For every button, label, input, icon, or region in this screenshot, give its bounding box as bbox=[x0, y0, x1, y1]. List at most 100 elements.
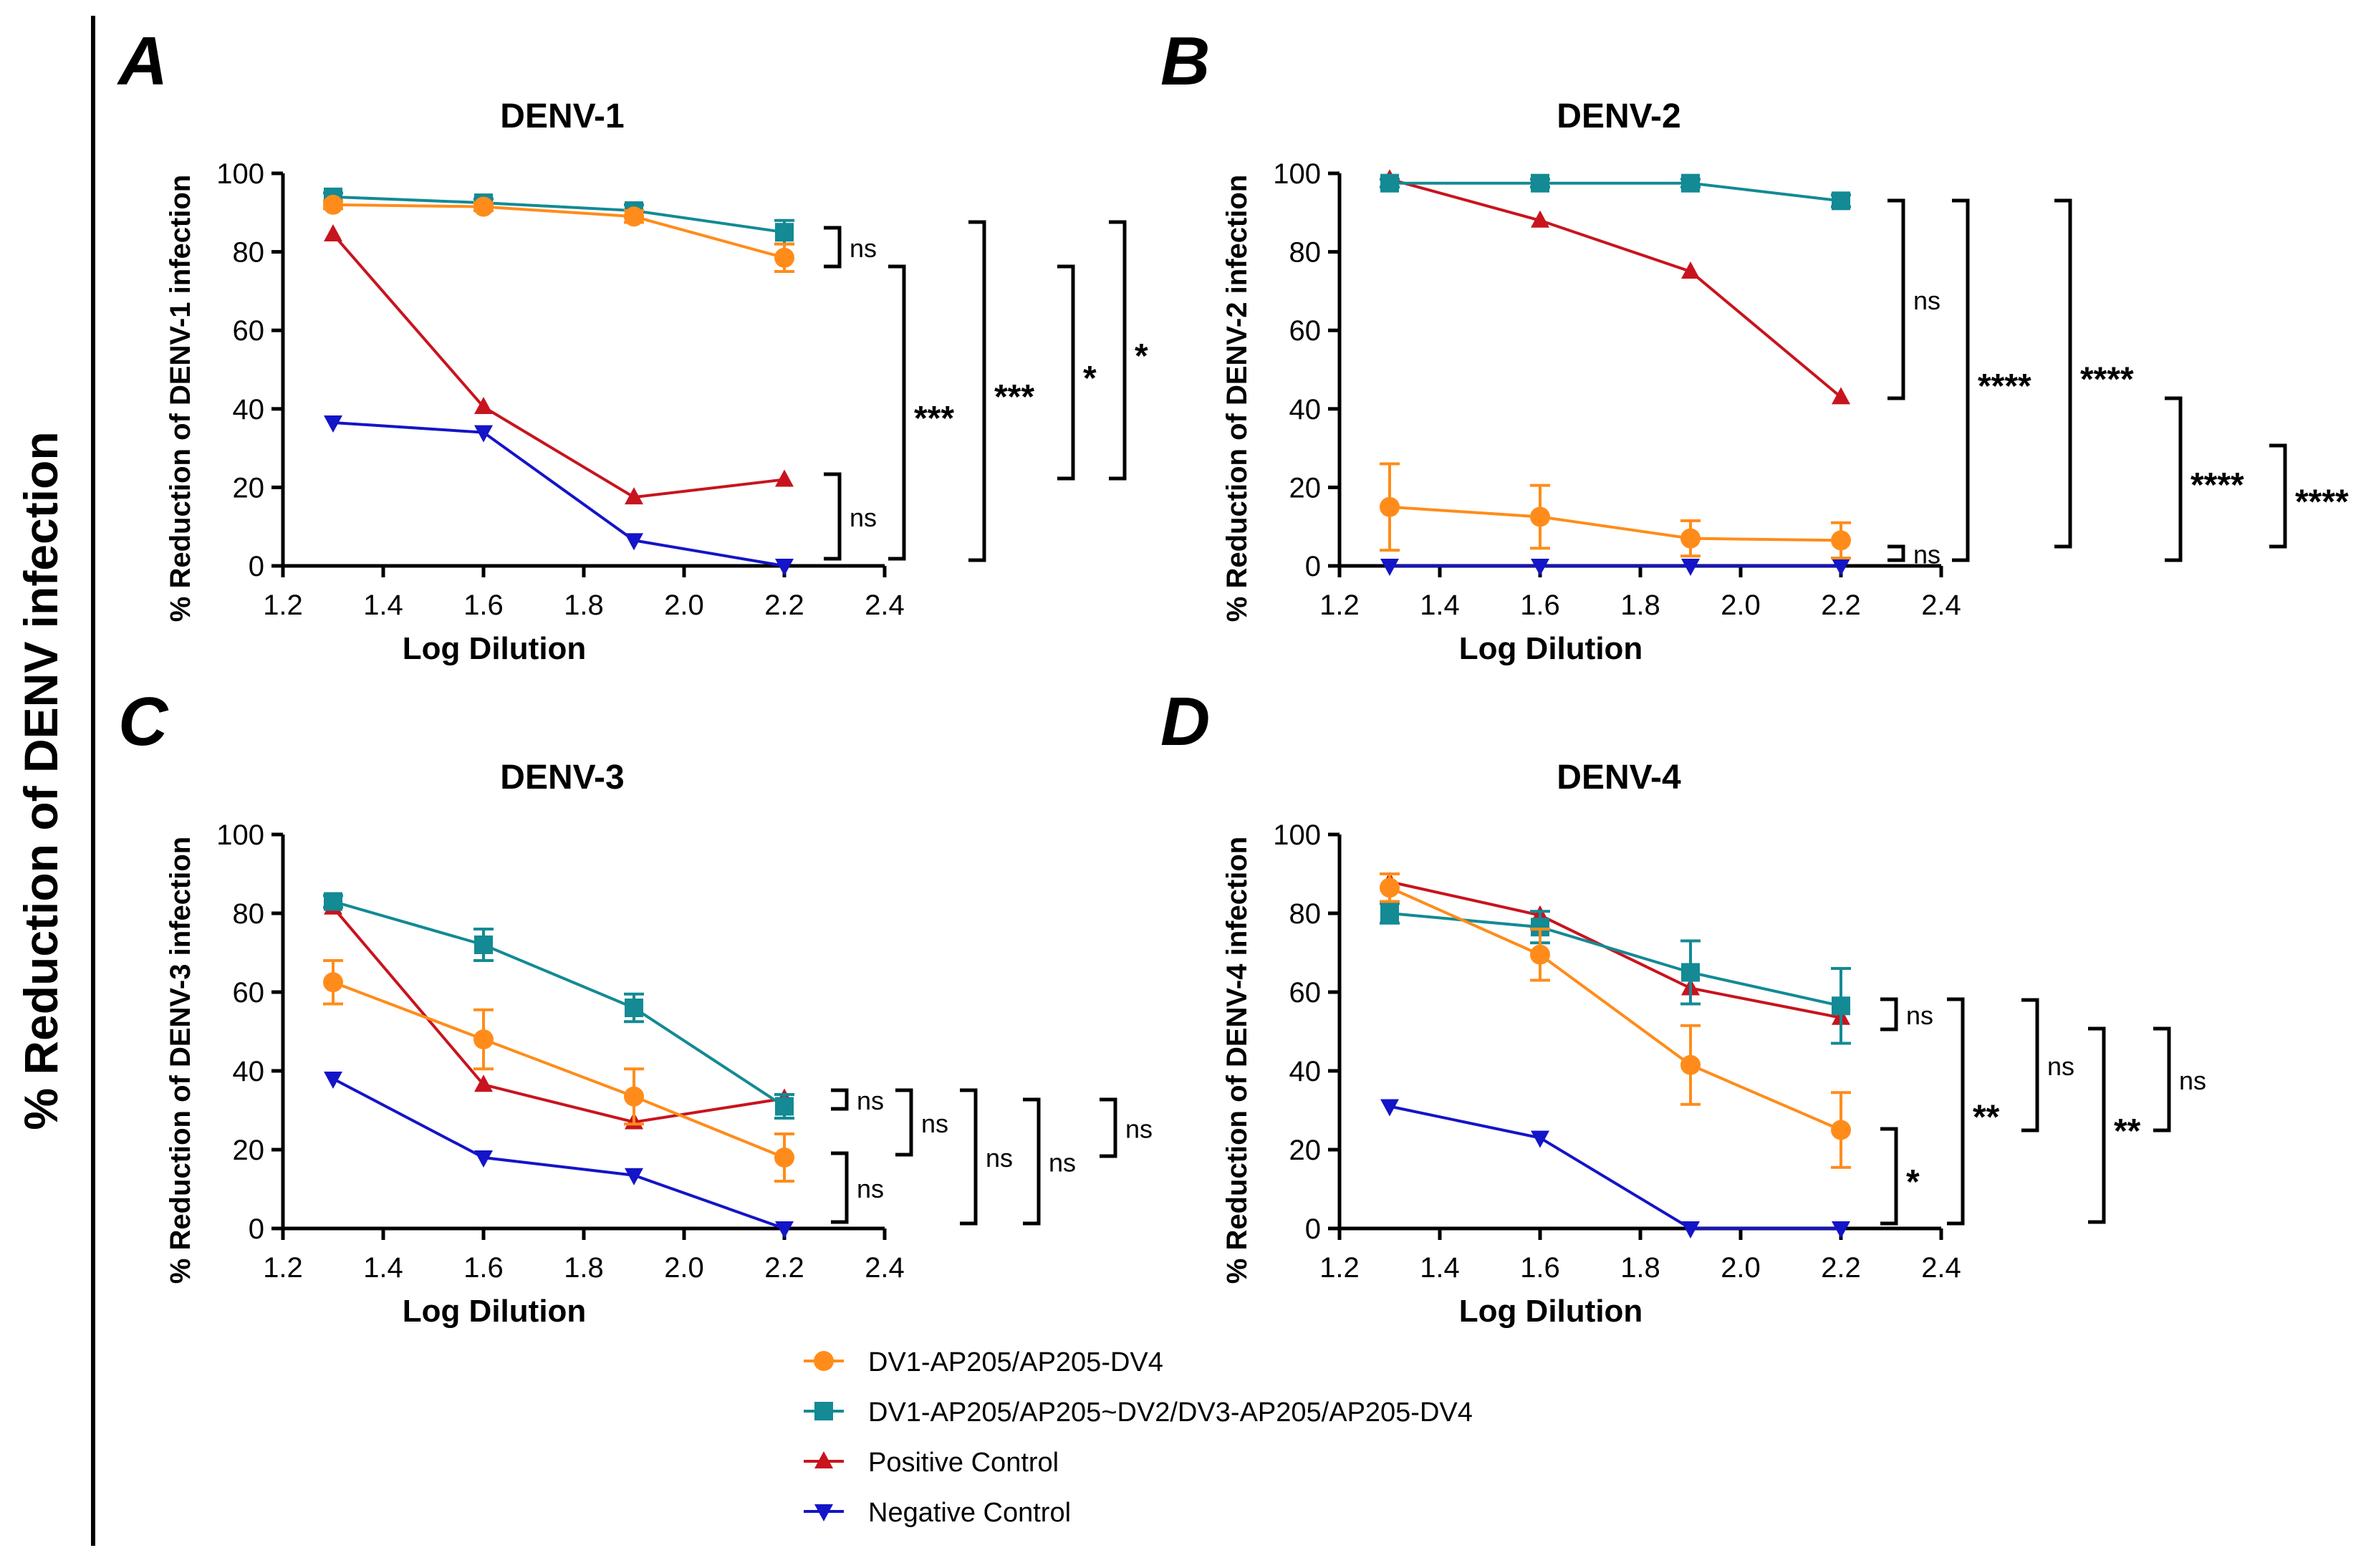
data-point bbox=[323, 194, 343, 215]
legend-item: Positive Control bbox=[804, 1448, 1059, 1478]
significance-bracket: ns bbox=[1023, 1097, 1076, 1226]
significance-label: *** bbox=[914, 400, 954, 438]
x-tick-label: 2.4 bbox=[1921, 1252, 1961, 1284]
data-point bbox=[1681, 1221, 1700, 1238]
data-point bbox=[1832, 996, 1850, 1016]
x-axis-label: Log Dilution bbox=[1459, 1294, 1643, 1329]
significance-bracket: *** bbox=[968, 220, 1034, 562]
data-point bbox=[625, 487, 643, 505]
y-tick-label: 0 bbox=[249, 1213, 264, 1245]
x-tick-label: 2.0 bbox=[1721, 1252, 1761, 1284]
y-tick-label: 100 bbox=[216, 158, 264, 190]
data-point bbox=[324, 1072, 342, 1089]
legend: DV1-AP205/AP205-DV4 DV1-AP205/AP205~DV2/D… bbox=[804, 1347, 1473, 1528]
data-point bbox=[1680, 528, 1701, 549]
bracket-line bbox=[888, 264, 906, 561]
data-point bbox=[1681, 559, 1700, 576]
bracket-line bbox=[968, 220, 986, 562]
panel-c: C DENV-3 1.2 1.4 1.6 1.8 2.0 2.2 2.4 0 20 40 60 80 100… bbox=[118, 683, 1153, 1329]
significance-bracket: * bbox=[1880, 1127, 1920, 1226]
y-tick-label: 100 bbox=[1273, 158, 1321, 190]
significance-label: ns bbox=[857, 1086, 884, 1115]
bracket-line bbox=[1880, 997, 1898, 1031]
data-point bbox=[1380, 1099, 1399, 1117]
data-point bbox=[1832, 1221, 1850, 1238]
data-point bbox=[474, 935, 493, 954]
orange-series bbox=[1380, 462, 1851, 560]
x-tick-label: 1.8 bbox=[564, 590, 604, 621]
blue-series bbox=[1380, 559, 1850, 576]
x-tick-label: 1.6 bbox=[463, 590, 504, 621]
data-point bbox=[1380, 496, 1400, 517]
data-point bbox=[1530, 506, 1550, 527]
series-line bbox=[332, 906, 785, 1124]
significance-label: ns bbox=[986, 1143, 1013, 1173]
series-line bbox=[332, 1077, 785, 1230]
x-tick-label: 2.4 bbox=[865, 1252, 905, 1284]
x-tick-label: 2.4 bbox=[1921, 590, 1961, 621]
data-point bbox=[774, 247, 794, 268]
data-point bbox=[474, 425, 493, 443]
blue-series bbox=[1380, 1099, 1850, 1238]
data-point bbox=[1380, 173, 1399, 193]
teal-series bbox=[323, 187, 794, 246]
panel-a: A DENV-1 1.2 1.4 1.6 1.8 2.0 2.2 2.4 0 20 40 60 80 100… bbox=[117, 23, 1148, 666]
significance-bracket: ** bbox=[1947, 997, 2000, 1226]
significance-bracket: ns bbox=[2153, 1026, 2206, 1132]
significance-label: ns bbox=[1906, 1001, 1933, 1030]
significance-label: * bbox=[1083, 360, 1097, 398]
significance-label: **** bbox=[1978, 367, 2031, 405]
red-series bbox=[324, 897, 794, 1130]
significance-bracket: ns bbox=[895, 1088, 948, 1157]
y-tick-label: 0 bbox=[1305, 1213, 1321, 1245]
x-tick-label: 1.2 bbox=[263, 590, 303, 621]
orange-series bbox=[1380, 872, 1851, 1169]
bracket-line bbox=[1887, 544, 1905, 562]
x-tick-label: 2.4 bbox=[865, 590, 905, 621]
x-tick-label: 1.4 bbox=[363, 590, 403, 621]
data-point bbox=[1832, 559, 1850, 576]
significance-bracket: ns bbox=[824, 226, 877, 269]
significance-bracket: ns bbox=[831, 1151, 884, 1224]
orange-series bbox=[323, 194, 794, 273]
significance-bracket: ns bbox=[1887, 540, 1940, 569]
significance-bracket: ns bbox=[824, 472, 877, 561]
legend-label: DV1-AP205/AP205~DV2/DV3-AP205/AP205-DV4 bbox=[868, 1398, 1473, 1428]
x-tick-label: 1.8 bbox=[1620, 590, 1660, 621]
data-point bbox=[1831, 1120, 1851, 1140]
x-axis-label: Log Dilution bbox=[403, 1294, 587, 1329]
series-line bbox=[1389, 1105, 1841, 1230]
series-line bbox=[332, 233, 785, 499]
series-line bbox=[1390, 181, 1842, 203]
x-tick-label: 2.2 bbox=[764, 1252, 804, 1284]
x-tick-label: 1.8 bbox=[564, 1252, 604, 1284]
legend-item: DV1-AP205/AP205~DV2/DV3-AP205/AP205-DV4 bbox=[804, 1398, 1473, 1428]
significance-bracket: * bbox=[1057, 264, 1097, 481]
significance-label: ns bbox=[2047, 1052, 2074, 1081]
significance-bracket: **** bbox=[2054, 198, 2134, 549]
bracket-line bbox=[1109, 220, 1127, 481]
significance-label: ns bbox=[1049, 1148, 1076, 1178]
y-tick-label: 60 bbox=[233, 315, 265, 347]
significance-bracket: ns bbox=[1880, 997, 1933, 1031]
data-point bbox=[324, 892, 342, 911]
bracket-line bbox=[2165, 396, 2183, 562]
bracket-line bbox=[824, 472, 842, 561]
significance-label: ns bbox=[921, 1109, 948, 1138]
bracket-line bbox=[1952, 198, 1970, 562]
significance-label: * bbox=[1135, 337, 1148, 375]
significance-bracket: ns bbox=[2021, 998, 2074, 1132]
data-point bbox=[775, 223, 794, 242]
data-point bbox=[1531, 559, 1549, 576]
legend-marker bbox=[814, 1351, 834, 1371]
x-tick-label: 2.0 bbox=[664, 1252, 704, 1284]
y-tick-label: 40 bbox=[1289, 1056, 1322, 1087]
y-tick-label: 0 bbox=[1305, 551, 1321, 582]
bracket-line bbox=[824, 226, 842, 269]
significance-label: ns bbox=[1913, 540, 1940, 569]
significance-label: ns bbox=[850, 234, 877, 263]
x-tick-label: 1.6 bbox=[1520, 590, 1560, 621]
series-line bbox=[332, 981, 785, 1159]
data-point bbox=[775, 559, 794, 576]
